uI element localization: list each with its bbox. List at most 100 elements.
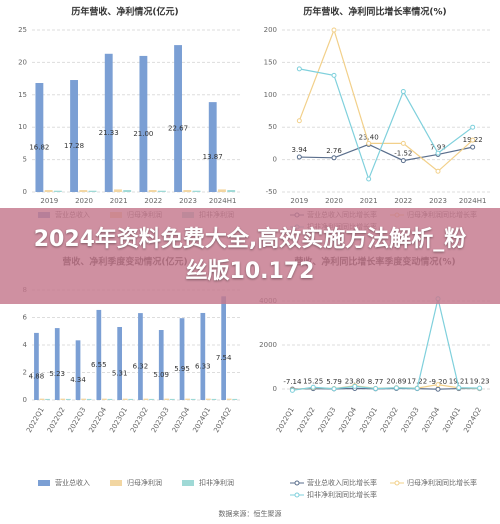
point: [373, 386, 379, 392]
point: [435, 382, 441, 388]
series-line: [299, 143, 473, 162]
point: [310, 384, 316, 390]
bar: [206, 398, 211, 400]
bar: [86, 398, 92, 400]
x-tick-label: 2020: [75, 197, 93, 205]
point: [366, 140, 372, 146]
point: [352, 383, 358, 389]
bar: [45, 398, 50, 400]
bar: [54, 328, 60, 400]
point: [331, 27, 337, 33]
point: [477, 385, 483, 391]
bar: [221, 296, 226, 400]
value-label: 5.31: [112, 369, 128, 377]
y-tick-label: 20: [18, 58, 27, 66]
value-label: 4.88: [29, 372, 45, 380]
banner: 2024年资料免费大全,高效实施方法解析_粉丝版10.172: [0, 208, 500, 304]
value-label: 2.76: [326, 147, 342, 155]
bar: [211, 398, 217, 400]
legend-swatch: [38, 480, 50, 486]
x-tick-label: 2022Q2: [46, 406, 67, 434]
point: [296, 154, 302, 160]
point: [331, 155, 337, 161]
y-tick-label: 0: [273, 385, 277, 393]
point: [435, 150, 441, 156]
x-tick-label: 2022Q3: [317, 406, 338, 434]
value-label: 5.23: [49, 370, 65, 378]
x-tick-label: 2023Q2: [129, 406, 150, 434]
banner-text: 2024年资料免费大全,高效实施方法解析_粉丝版10.172: [33, 227, 467, 284]
source: 数据来源：恒生聚源: [219, 509, 282, 518]
series-line: [292, 298, 480, 391]
bar: [70, 80, 78, 192]
value-label: 5.09: [153, 371, 169, 379]
point: [400, 140, 406, 146]
point: [393, 385, 399, 391]
bar: [232, 398, 238, 400]
x-tick-label: 2022: [394, 197, 412, 205]
value-label: 17.22: [407, 378, 427, 386]
value-label: 19.21: [449, 378, 469, 386]
x-tick-label: 2023Q2: [379, 406, 400, 434]
bar: [53, 190, 62, 192]
y-tick-label: 2000: [259, 341, 277, 349]
value-label: 17.28: [64, 142, 84, 150]
legend-swatch: [394, 480, 400, 486]
point: [331, 72, 337, 78]
bar: [114, 189, 122, 192]
x-tick-label: 2019: [40, 197, 58, 205]
value-label: -7.14: [283, 378, 302, 386]
legend-label: 归母净利润同比增长率: [407, 478, 477, 487]
value-label: 20.89: [386, 378, 406, 386]
x-tick-label: 2023Q3: [400, 406, 421, 434]
value-label: 6.55: [91, 361, 107, 369]
point: [435, 168, 441, 174]
y-tick-label: 0: [23, 188, 27, 196]
x-tick-label: 2021: [360, 197, 378, 205]
x-tick-label: 2023Q4: [421, 406, 442, 435]
x-tick-label: 2023Q4: [171, 406, 192, 435]
bar: [128, 398, 134, 400]
bar: [139, 55, 148, 192]
x-tick-label: 2022Q4: [87, 406, 108, 435]
chart-title: 历年营收、净利情况(亿元): [71, 6, 178, 18]
bar: [157, 190, 166, 192]
x-tick-label: 2021: [110, 197, 128, 205]
bar: [164, 398, 170, 400]
bar: [158, 330, 164, 400]
legend-label: 扣非净利润同比增长率: [307, 490, 377, 499]
legend-swatch: [110, 480, 122, 486]
value-label: 16.82: [29, 144, 49, 152]
legend-label: 营业总收入同比增长率: [307, 478, 377, 487]
value-label: 7.93: [430, 143, 446, 151]
value-label: 13.87: [203, 153, 223, 161]
value-label: 23.40: [359, 133, 379, 141]
x-tick-label: 2024Q2: [462, 406, 483, 434]
value-label: 19.23: [470, 378, 490, 386]
y-tick-label: 5: [23, 156, 27, 164]
value-label: 6.32: [133, 363, 149, 371]
value-label: -1.52: [394, 150, 412, 158]
bar: [34, 332, 39, 400]
series-line: [298, 28, 474, 173]
point: [470, 124, 476, 130]
point: [456, 385, 462, 391]
y-tick-label: 4: [23, 341, 28, 349]
x-tick-label: 2023: [179, 197, 197, 205]
y-tick-label: 2: [23, 369, 27, 377]
bar: [117, 326, 122, 400]
x-tick-label: 2024Q1: [191, 406, 212, 434]
value-label: 8.77: [368, 378, 384, 386]
bar: [96, 309, 102, 400]
bar: [65, 398, 71, 400]
x-tick-label: 2023Q3: [150, 406, 171, 434]
bar: [183, 190, 192, 192]
bar: [138, 313, 143, 400]
bar: [88, 190, 97, 192]
bar: [35, 83, 44, 192]
bar: [81, 398, 86, 400]
bar: [200, 312, 206, 400]
value-label: 5.95: [174, 365, 190, 373]
y-tick-label: 200: [264, 26, 277, 34]
bar: [218, 189, 226, 192]
